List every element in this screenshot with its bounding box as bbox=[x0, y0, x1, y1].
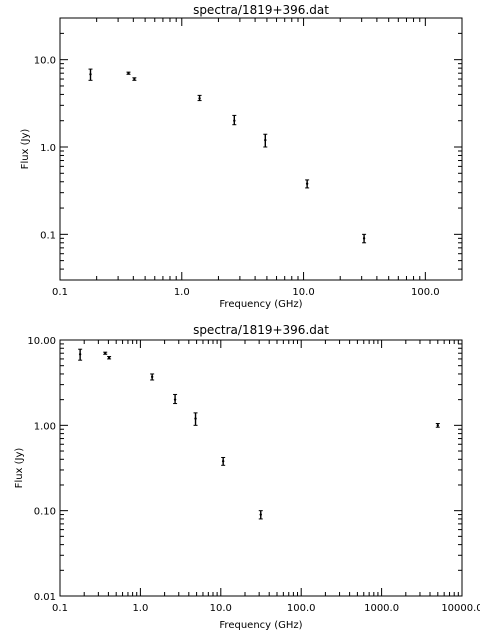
data-point bbox=[126, 71, 131, 75]
point-marker bbox=[127, 71, 130, 75]
point-marker bbox=[362, 237, 366, 240]
data-point bbox=[132, 77, 137, 81]
y-axis: 0.1 1.0 10.0 bbox=[34, 17, 462, 281]
y-tick-label: 10.0 bbox=[34, 56, 56, 67]
point-marker bbox=[264, 138, 267, 142]
y-tick-label: 0.1 bbox=[40, 230, 56, 241]
data-point bbox=[263, 133, 268, 148]
y-tick-label: 1.00 bbox=[34, 421, 56, 432]
chart-title: spectra/1819+396.dat bbox=[193, 3, 329, 17]
x-tick-label: 0.1 bbox=[52, 603, 68, 614]
data-point bbox=[221, 456, 226, 466]
x-axis: 0.1 1.0 10.0 100.0 bbox=[52, 18, 463, 298]
y-axis: 0.01 0.10 1.00 10.00 bbox=[27, 336, 462, 603]
chart-panel-top: spectra/1819+396.dat 0.1 1.0 10.0 100.0 0.1… bbox=[20, 3, 463, 310]
data-point bbox=[305, 179, 310, 189]
data-point bbox=[150, 373, 155, 381]
data-point bbox=[232, 114, 237, 126]
x-tick-label: 0.1 bbox=[52, 287, 68, 298]
point-marker bbox=[198, 97, 201, 100]
x-tick-label: 10000.0 bbox=[441, 603, 480, 614]
point-marker bbox=[259, 513, 262, 516]
point-marker bbox=[194, 417, 197, 420]
x-tick-label: 10.0 bbox=[210, 603, 232, 614]
point-marker bbox=[133, 77, 136, 81]
y-tick-label: 1.0 bbox=[40, 143, 56, 154]
x-tick-label: 100.0 bbox=[287, 603, 316, 614]
data-point bbox=[258, 510, 263, 520]
data-point bbox=[197, 94, 202, 102]
x-tick-label: 1.0 bbox=[132, 603, 148, 614]
point-marker bbox=[107, 356, 111, 359]
y-tick-label: 0.10 bbox=[34, 507, 56, 518]
chart-panel-bottom: spectra/1819+396.dat 0.1 1.0 10.0 100.0 1000… bbox=[14, 323, 480, 631]
x-axis: 0.1 1.0 10.0 100.0 1000.0 10000.0 bbox=[52, 340, 480, 614]
data-points bbox=[88, 68, 367, 244]
data-points bbox=[78, 348, 440, 520]
point-marker bbox=[233, 119, 236, 122]
x-tick-label: 100.0 bbox=[411, 287, 440, 298]
point-marker bbox=[150, 375, 154, 379]
point-marker bbox=[89, 73, 92, 76]
x-axis-label: Frequency (GHz) bbox=[219, 620, 302, 631]
x-axis-label: Frequency (GHz) bbox=[219, 299, 302, 310]
y-axis-label: Flux (Jy) bbox=[20, 129, 31, 170]
data-point bbox=[173, 393, 178, 405]
chart-title: spectra/1819+396.dat bbox=[193, 323, 329, 337]
x-tick-label: 10.0 bbox=[292, 287, 314, 298]
data-point bbox=[107, 356, 112, 360]
point-marker bbox=[78, 353, 82, 356]
data-point bbox=[193, 412, 198, 426]
data-point bbox=[362, 233, 367, 244]
data-point bbox=[88, 68, 93, 81]
point-marker bbox=[104, 352, 107, 355]
y-tick-label: 0.01 bbox=[34, 592, 56, 603]
point-marker bbox=[436, 424, 439, 427]
y-tick-label: 10.00 bbox=[27, 336, 56, 347]
plot-frame bbox=[59, 339, 463, 597]
x-tick-label: 1.0 bbox=[174, 287, 190, 298]
data-point bbox=[435, 423, 440, 428]
y-axis-label: Flux (Jy) bbox=[14, 448, 25, 489]
data-point bbox=[103, 351, 108, 355]
x-tick-label: 1000.0 bbox=[364, 603, 399, 614]
point-marker bbox=[173, 398, 177, 401]
point-marker bbox=[305, 182, 309, 185]
plot-frame bbox=[59, 17, 463, 281]
data-point bbox=[78, 348, 83, 361]
point-marker bbox=[221, 459, 225, 463]
